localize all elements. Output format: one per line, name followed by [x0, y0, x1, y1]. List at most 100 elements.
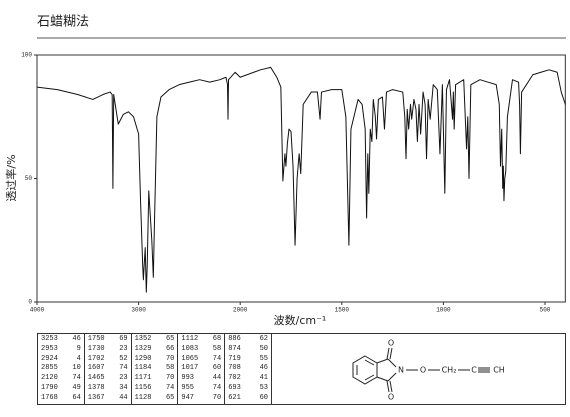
peak-row: 1465 23	[88, 374, 128, 384]
x-axis-label: 波数/cm⁻¹	[274, 314, 327, 327]
peak-intensity: 58	[165, 364, 175, 373]
peak-row: 1112 68	[181, 335, 221, 345]
peak-row: 874 50	[228, 345, 268, 355]
structure-bonds	[352, 347, 490, 393]
peak-wavenumber: 1750	[87, 335, 105, 343]
atom-label: O	[420, 366, 426, 375]
peak-row: 693 53	[228, 384, 268, 394]
peak-row: 2120 74	[41, 374, 81, 384]
peak-wavenumber: 1465	[87, 374, 105, 383]
atom-label: O	[388, 339, 394, 348]
peak-row: 993 44	[181, 374, 221, 384]
peak-row: 2924 4	[41, 355, 81, 365]
peak-intensity: 64	[72, 393, 81, 402]
peak-wavenumber: 1065	[181, 354, 199, 363]
peak-row: 1378 34	[88, 384, 128, 394]
peak-row: 719 55	[228, 355, 268, 365]
y-axis-label: 透过率/%	[4, 154, 18, 201]
peak-intensity: 62	[259, 335, 268, 343]
peak-row: 1702 52	[88, 355, 128, 365]
peak-wavenumber: 1367	[87, 393, 105, 402]
x-tick-label: 2000	[233, 307, 248, 314]
peak-row: 1607 74	[88, 364, 128, 374]
x-tick-label: 1000	[436, 307, 451, 314]
peak-intensity: 44	[119, 393, 128, 402]
peak-intensity: 10	[72, 364, 81, 373]
peak-intensity: 69	[119, 335, 128, 343]
x-tick-label: 500	[540, 307, 551, 314]
peak-wavenumber: 1290	[134, 354, 152, 363]
x-tick-label: 3000	[131, 307, 146, 314]
peak-intensity: 4	[76, 354, 81, 363]
peak-group: 1352 65 1329 66 1290 70 1184 58 1171 70 1156 74 1128…	[132, 334, 179, 404]
peak-intensity: 55	[259, 354, 268, 363]
peak-row: 1156 74	[135, 384, 175, 394]
peak-wavenumber: 2855	[41, 364, 58, 373]
peak-intensity: 70	[165, 354, 175, 363]
peak-row: 1768 64	[41, 394, 81, 404]
peak-intensity: 70	[212, 393, 222, 402]
y-tick-label: 100	[21, 52, 32, 59]
peak-row: 1184 58	[135, 364, 175, 374]
peak-wavenumber: 1352	[134, 335, 152, 343]
peak-intensity: 23	[119, 374, 128, 383]
peak-row: 708 46	[228, 364, 268, 374]
peak-intensity: 53	[259, 383, 268, 392]
peak-intensity: 65	[165, 335, 175, 343]
peak-row: 1329 66	[135, 345, 175, 355]
peak-group: 3253 46 2953 9 2924 4 2855 10 2120 74 1790 49 1768 64	[38, 334, 85, 404]
peak-wavenumber: 1156	[134, 383, 152, 392]
atom-label: O	[388, 393, 394, 402]
peak-wavenumber: 1378	[87, 383, 105, 392]
peak-wavenumber: 719	[228, 354, 241, 363]
peak-intensity: 66	[165, 344, 175, 353]
peak-row: 1171 70	[135, 374, 175, 384]
y-tick-label: 50	[25, 175, 33, 182]
peak-wavenumber: 1768	[41, 393, 58, 402]
peak-intensity: 58	[212, 344, 222, 353]
peak-wavenumber: 693	[228, 383, 241, 392]
peak-row: 1790 49	[41, 384, 81, 394]
atom-label: CH₂	[442, 366, 457, 375]
peak-intensity: 49	[72, 383, 81, 392]
peak-row: 702 41	[228, 374, 268, 384]
peak-intensity: 60	[259, 393, 268, 402]
peak-intensity: 52	[119, 354, 128, 363]
atom-label: N	[398, 366, 404, 375]
peak-intensity: 70	[165, 374, 175, 383]
x-tick-label: 1500	[335, 307, 350, 314]
peak-intensity: 60	[212, 364, 222, 373]
peak-intensity: 9	[76, 344, 81, 353]
peak-row: 947 70	[181, 394, 221, 404]
peak-wavenumber: 1730	[87, 344, 105, 353]
peak-wavenumber: 2120	[41, 374, 58, 383]
peak-row: 886 62	[228, 335, 268, 345]
peak-intensity: 74	[165, 383, 175, 392]
peak-wavenumber: 2924	[41, 354, 58, 363]
peak-intensity: 23	[119, 344, 128, 353]
peak-wavenumber: 874	[228, 344, 241, 353]
peak-row: 2855 10	[41, 364, 81, 374]
peak-wavenumber: 886	[228, 335, 241, 343]
peak-wavenumber: 621	[228, 393, 241, 402]
peak-wavenumber: 1607	[87, 364, 105, 373]
peak-wavenumber: 2953	[41, 344, 58, 353]
peak-group: 1112 68 1083 58 1065 74 1017 60 993 44 955 74 947 70	[178, 334, 226, 404]
peak-intensity: 34	[119, 383, 128, 392]
peak-row: 1083 58	[181, 345, 221, 355]
peak-wavenumber: 1171	[134, 374, 152, 383]
peak-intensity: 74	[72, 374, 81, 383]
peak-row: 955 74	[181, 384, 221, 394]
peak-intensity: 50	[259, 344, 268, 353]
atom-label: C	[471, 366, 477, 375]
peak-wavenumber: 955	[181, 383, 194, 392]
peak-group: 886 62 874 50 719 55 708 46 702 41 693 53 621 60	[225, 334, 271, 404]
peak-wavenumber: 1017	[181, 364, 199, 373]
x-tick-label: 4000	[30, 307, 45, 314]
spectrum-line	[36, 66, 566, 293]
peak-wavenumber: 993	[181, 374, 194, 383]
peak-table: 3253 46 2953 9 2924 4 2855 10 2120 74 1790 49 1768 64…	[37, 333, 272, 405]
peak-row: 1352 65	[135, 335, 175, 345]
plot-frame	[36, 54, 566, 303]
peak-row: 1290 70	[135, 355, 175, 365]
